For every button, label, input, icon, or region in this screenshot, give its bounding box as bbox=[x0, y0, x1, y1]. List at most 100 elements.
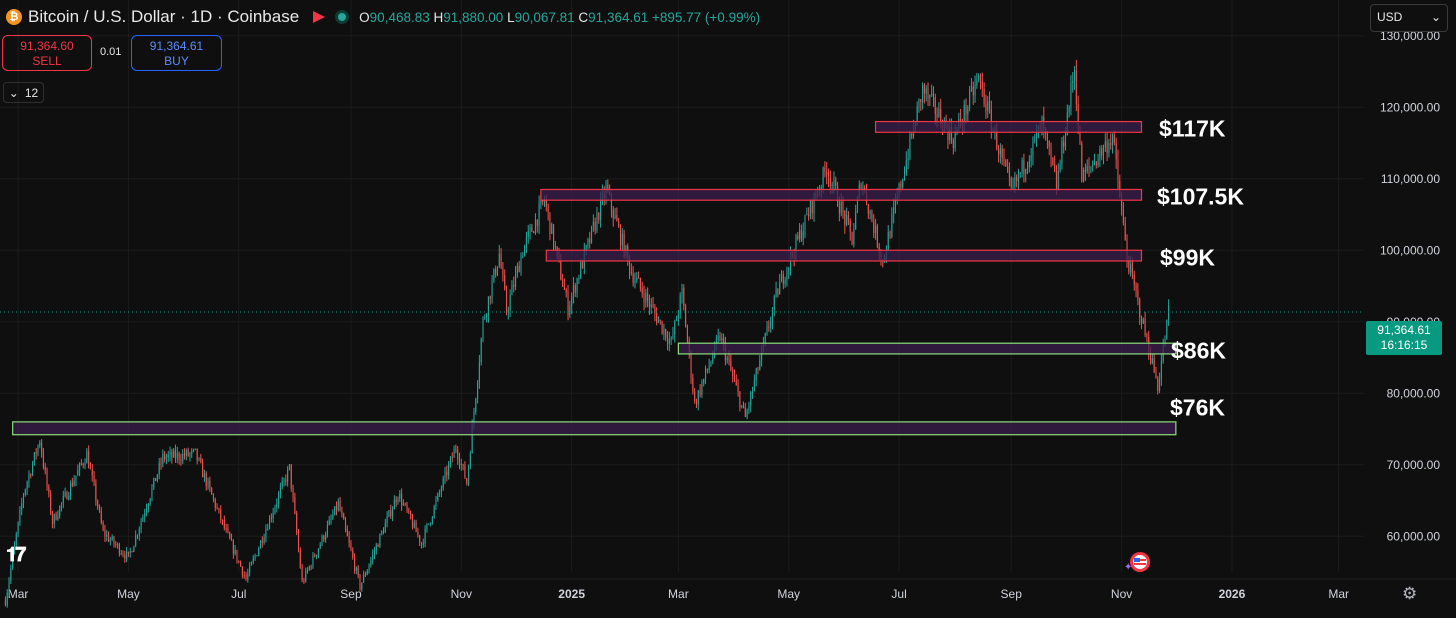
candle bbox=[102, 520, 104, 532]
candle bbox=[332, 509, 334, 521]
candle bbox=[493, 268, 495, 283]
candle bbox=[486, 313, 488, 323]
candle bbox=[211, 487, 213, 495]
candle bbox=[395, 496, 397, 507]
candle bbox=[328, 515, 330, 526]
candle bbox=[399, 490, 401, 502]
candle bbox=[392, 506, 394, 522]
candle bbox=[198, 457, 200, 462]
candle bbox=[1007, 159, 1009, 174]
candle bbox=[156, 473, 158, 483]
candle bbox=[677, 310, 679, 326]
candle bbox=[462, 463, 464, 471]
candle bbox=[50, 489, 52, 516]
candle bbox=[71, 477, 73, 488]
candle bbox=[142, 514, 144, 523]
candle bbox=[657, 316, 660, 324]
candle bbox=[596, 206, 598, 233]
candle bbox=[207, 477, 209, 490]
symbol-header[interactable]: ₿ Bitcoin / U.S. Dollar · 1D · Coinbase … bbox=[6, 6, 760, 28]
candle bbox=[477, 380, 479, 404]
candle bbox=[283, 477, 285, 487]
tradingview-logo-icon[interactable]: 𝟏𝟕 bbox=[6, 544, 26, 566]
flag-icon[interactable] bbox=[313, 11, 326, 23]
candle bbox=[406, 501, 408, 514]
gear-icon[interactable]: ⚙ bbox=[1402, 584, 1418, 603]
candle bbox=[594, 217, 596, 235]
candle bbox=[681, 283, 683, 304]
candle bbox=[726, 355, 728, 364]
candle bbox=[426, 522, 428, 533]
candle bbox=[981, 72, 983, 97]
sell-button[interactable]: 91,364.60 SELL bbox=[2, 35, 92, 71]
candle bbox=[272, 507, 274, 523]
candle bbox=[435, 495, 437, 511]
candle bbox=[155, 477, 157, 481]
candle bbox=[42, 447, 44, 470]
candle bbox=[672, 326, 674, 340]
x-tick-label: Sep bbox=[1001, 587, 1023, 601]
candle bbox=[632, 266, 634, 287]
candle bbox=[484, 314, 486, 321]
candle bbox=[149, 497, 151, 506]
candle bbox=[176, 446, 178, 464]
candle bbox=[802, 222, 804, 246]
candle bbox=[1142, 317, 1144, 324]
candle bbox=[578, 274, 580, 285]
y-tick-label: 110,000.00 bbox=[1381, 172, 1440, 186]
candle bbox=[1104, 133, 1106, 152]
candle bbox=[111, 534, 113, 541]
candle bbox=[755, 367, 757, 387]
candle bbox=[267, 523, 269, 531]
open-value: 90,468.83 bbox=[369, 9, 430, 25]
candle bbox=[505, 285, 508, 316]
candle bbox=[305, 567, 307, 583]
candle bbox=[614, 208, 616, 220]
candle bbox=[721, 333, 723, 343]
candle bbox=[616, 207, 618, 222]
candle bbox=[911, 132, 913, 140]
candle bbox=[665, 328, 667, 342]
candle bbox=[978, 73, 980, 83]
candle bbox=[979, 73, 982, 90]
flag-badge-icon[interactable]: ✦ bbox=[1124, 550, 1152, 574]
x-tick-label: May bbox=[117, 587, 140, 601]
currency-select[interactable]: USD ⌄ bbox=[1370, 4, 1448, 32]
candle bbox=[513, 276, 515, 293]
candle bbox=[457, 445, 459, 465]
candle bbox=[187, 447, 189, 457]
indicators-count: 12 bbox=[24, 85, 39, 100]
candle bbox=[377, 543, 379, 547]
candle bbox=[312, 552, 314, 569]
candle bbox=[46, 467, 48, 491]
candle bbox=[234, 545, 236, 556]
candle bbox=[433, 504, 435, 519]
candle bbox=[343, 512, 345, 520]
candle bbox=[592, 214, 594, 232]
candle bbox=[220, 505, 222, 524]
candle bbox=[889, 230, 891, 240]
symbol-title: Bitcoin / U.S. Dollar · 1D · Coinbase bbox=[28, 7, 300, 26]
buy-button[interactable]: 91,364.61 BUY bbox=[131, 35, 222, 71]
candle bbox=[254, 553, 256, 561]
candle bbox=[706, 368, 708, 374]
candle bbox=[100, 506, 102, 525]
candle bbox=[847, 211, 849, 226]
candle bbox=[752, 386, 754, 400]
candle bbox=[630, 263, 632, 276]
candle bbox=[478, 354, 480, 389]
low-value: 90,067.81 bbox=[514, 9, 575, 25]
candle bbox=[428, 523, 430, 526]
candle bbox=[299, 547, 301, 569]
candle bbox=[976, 72, 978, 89]
candle bbox=[136, 534, 139, 540]
candle bbox=[766, 321, 768, 336]
candle bbox=[317, 548, 319, 559]
candle bbox=[685, 303, 687, 328]
candle bbox=[292, 484, 294, 503]
candle bbox=[587, 237, 589, 250]
candle bbox=[1023, 153, 1025, 183]
candle bbox=[1057, 163, 1059, 191]
indicators-toggle[interactable]: ⌄ 12 bbox=[3, 82, 44, 103]
